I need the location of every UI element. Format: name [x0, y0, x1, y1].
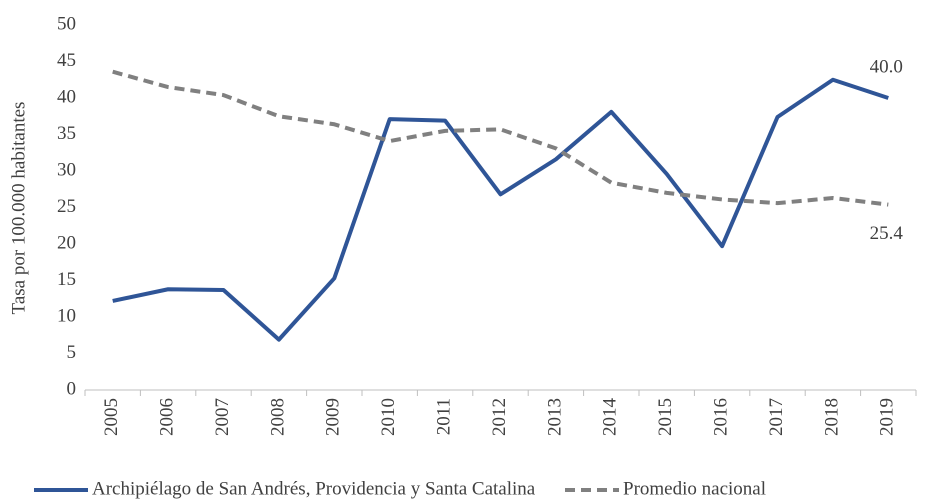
- x-tick-label: 2010: [378, 398, 399, 436]
- x-tick-label: 2016: [710, 398, 731, 436]
- x-tick-label: 2012: [489, 398, 510, 436]
- x-tick-label: 2007: [212, 398, 233, 436]
- y-tick-label: 5: [67, 342, 77, 363]
- series-line: [112, 77, 889, 342]
- data-label: 40.0: [870, 56, 903, 77]
- y-tick-label: 15: [57, 269, 76, 290]
- y-tick-label: 45: [57, 50, 76, 71]
- x-tick-label: 2015: [655, 398, 676, 436]
- x-tick-label: 2014: [600, 398, 621, 437]
- y-tick-label: 40: [57, 86, 76, 107]
- x-tick-label: 2008: [267, 398, 288, 436]
- y-tick-label: 50: [57, 13, 76, 34]
- y-tick-label: 0: [67, 378, 77, 399]
- x-tick-label: 2018: [821, 398, 842, 436]
- legend-label: Archipiélago de San Andrés, Providencia …: [92, 478, 536, 499]
- legend-label: Promedio nacional: [623, 478, 766, 499]
- x-tick-label: 2019: [877, 398, 898, 436]
- x-tick-label: 2005: [101, 398, 122, 436]
- y-tick-label: 20: [57, 232, 76, 253]
- x-tick-label: 2009: [323, 398, 344, 436]
- y-axis-label: Tasa por 100.000 habitantes: [8, 102, 29, 315]
- y-tick-label: 10: [57, 305, 76, 326]
- y-tick-label: 30: [57, 159, 76, 180]
- data-label: 25.4: [870, 223, 904, 244]
- x-tick-label: 2006: [156, 398, 177, 436]
- series-line: [112, 69, 889, 207]
- x-tick-label: 2017: [766, 398, 787, 436]
- x-tick-label: 2013: [544, 398, 565, 436]
- y-tick-label: 35: [57, 123, 76, 144]
- y-tick-label: 25: [57, 196, 76, 217]
- x-tick-label: 2011: [433, 398, 454, 435]
